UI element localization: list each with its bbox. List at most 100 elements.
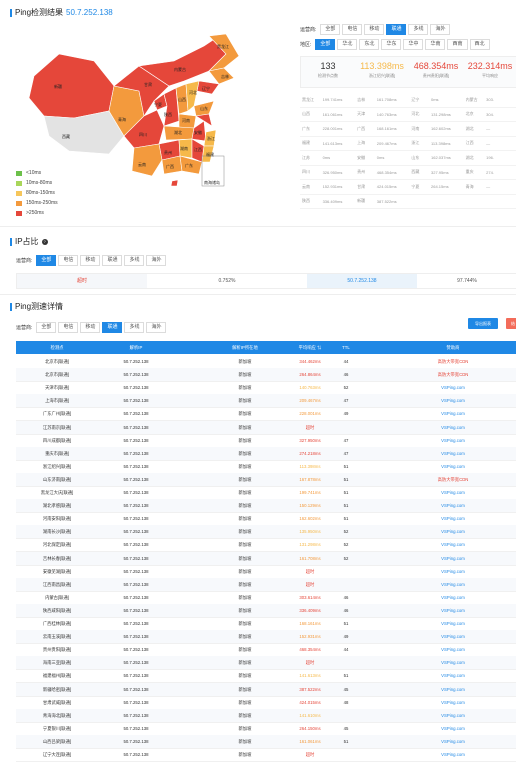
map-region-chip-7[interactable]: 西北	[469, 39, 490, 50]
map-region-chip-0[interactable]: 全部	[315, 39, 336, 50]
ip-operator-chip-2[interactable]: 移动	[80, 255, 101, 266]
cell-sponsor[interactable]: VSPing.com	[441, 699, 465, 705]
cell-sponsor[interactable]: VSPing.com	[441, 437, 465, 443]
cell-sponsor[interactable]: VSPing.com	[441, 621, 465, 626]
table-row[interactable]: 四川成都[联通] 50.7.252.138 新加坡 327.950ms 47 VSPing…	[16, 434, 516, 448]
map-operator-chip-4[interactable]: 多线	[408, 24, 429, 35]
table-row[interactable]: 内蒙古[联通] 50.7.252.138 新加坡 303.614ms 46 VSPing.…	[16, 591, 516, 605]
column-header-2: 解析IP所在地	[232, 345, 258, 350]
table-row[interactable]: 云南玉溪[联通] 50.7.252.138 新加坡 152.931ms 49 VSPing…	[16, 630, 516, 645]
map-operator-chip-0[interactable]: 全部	[320, 24, 341, 35]
cell-sponsor[interactable]: 高防大带宽CDN	[437, 359, 469, 364]
table-row[interactable]: 北京市[联通] 50.7.252.138 新加坡 344.462ms 44 高防大带宽CD…	[16, 355, 516, 370]
table-row[interactable]: 广西桂林[联通] 50.7.252.138 新加坡 168.161ms 51 VSPing…	[16, 617, 516, 632]
detail-operator-chip-5[interactable]: 海外	[146, 322, 167, 333]
legend-swatch	[16, 200, 22, 206]
table-row[interactable]: 河北保定[联通] 50.7.252.138 新加坡 131.298ms 52 VSPing…	[16, 538, 516, 553]
detail-operator-chip-4[interactable]: 多线	[124, 322, 145, 333]
table-row[interactable]: 北京市[联通] 50.7.252.138 新加坡 264.864ms 46 高防大带宽CD…	[16, 368, 516, 383]
table-row[interactable]: 湖北孝感[联通] 50.7.252.138 新加坡 150.129ms 51 VSPing…	[16, 499, 516, 514]
table-row[interactable]: 安徽芜湖[联通] 50.7.252.138 新加坡 超时 VSPing.com	[16, 565, 516, 579]
ip-operator-chip-1[interactable]: 电信	[58, 255, 79, 266]
table-row[interactable]: 辽宁大连[联通] 50.7.252.138 新加坡 超时 VSPing.com	[16, 748, 516, 762]
map-operator-chip-5[interactable]: 海外	[430, 24, 451, 35]
cell-sponsor[interactable]: VSPing.com	[441, 542, 465, 548]
map-operator-chip-1[interactable]: 电信	[342, 24, 363, 35]
cell-sponsor[interactable]: VSPing.com	[441, 411, 465, 417]
ip-operator-chip-4[interactable]: 多线	[124, 255, 145, 266]
table-row[interactable]: 浙江绍兴[联通] 50.7.252.138 新加坡 113.398ms 51 VSPing…	[16, 460, 516, 474]
cell-sponsor[interactable]: VSPing.com	[441, 607, 465, 613]
cell-sponsor[interactable]: 高防大带宽CDN	[437, 372, 469, 378]
cell-sponsor[interactable]: VSPing.com	[441, 450, 465, 456]
cell-sponsor[interactable]: VSPing.com	[441, 424, 465, 430]
cell-ttl: 49	[343, 634, 349, 640]
cell-location: 江西南昌[联通]	[42, 581, 72, 587]
cell-sponsor[interactable]: VSPing.com	[441, 686, 465, 692]
table-row[interactable]: 江苏南京[联通] 50.7.252.138 新加坡 超时 VSPing.com	[16, 420, 516, 435]
table-row[interactable]: 贵州贵阳[联通] 50.7.252.138 新加坡 468.354ms 44 VSPing…	[16, 643, 516, 658]
cell-sponsor[interactable]: VSPing.com	[441, 660, 465, 666]
column-header-3[interactable]: 平均响应 ⇅	[298, 345, 322, 350]
cell-sponsor[interactable]: VSPing.com	[441, 581, 465, 587]
cell-sponsor[interactable]: VSPing.com	[441, 398, 465, 404]
export-report-button[interactable]: 导出报表	[468, 318, 498, 329]
secondary-action-button[interactable]: 结	[506, 318, 516, 329]
cell-sponsor[interactable]: VSPing.com	[441, 738, 465, 744]
detail-operator-chip-1[interactable]: 电信	[58, 322, 79, 333]
cell-sponsor[interactable]: VSPing.com	[441, 463, 465, 469]
cell-sponsor[interactable]: VSPing.com	[441, 568, 465, 574]
map-region-chip-1[interactable]: 华北	[337, 39, 358, 50]
table-row[interactable]: 海南三亚[联通] 50.7.252.138 新加坡 超时 VSPing.com	[16, 656, 516, 671]
map-region-chip-5[interactable]: 华南	[425, 39, 446, 50]
table-row[interactable]: 新疆哈密[联通] 50.7.252.138 新加坡 387.522ms 45 VSPing…	[16, 682, 516, 697]
ip-operator-chip-5[interactable]: 海外	[146, 255, 167, 266]
map-region-chip-3[interactable]: 华东	[381, 39, 402, 50]
region-latency: 274.	[484, 165, 516, 180]
detail-operator-chip-0[interactable]: 全部	[36, 322, 57, 333]
table-row[interactable]: 江西南昌[联通] 50.7.252.138 新加坡 超时 VSPing.com	[16, 577, 516, 592]
cell-sponsor[interactable]: VSPing.com	[441, 385, 465, 391]
table-row[interactable]: 吉林长春[联通] 50.7.252.138 新加坡 161.708ms 52 VSPing…	[16, 551, 516, 566]
region-latency: —	[484, 179, 516, 195]
cell-sponsor[interactable]: VSPing.com	[441, 490, 465, 495]
table-row[interactable]: 上海市[联通] 50.7.252.138 新加坡 209.467ms 47 VSPing.…	[16, 394, 516, 409]
table-row[interactable]: 甘肃武威[联通] 50.7.252.138 新加坡 424.015ms 48 VSPing…	[16, 696, 516, 710]
table-row[interactable]: 天津市[联通] 50.7.252.138 新加坡 140.763ms 52 VSPing.…	[16, 381, 516, 396]
cell-sponsor[interactable]: VSPing.com	[441, 725, 465, 731]
cell-sponsor[interactable]: VSPing.com	[441, 634, 465, 640]
table-row[interactable]: 广东广州[联通] 50.7.252.138 新加坡 228.001ms 49 VSPing…	[16, 407, 516, 422]
cell-sponsor[interactable]: VSPing.com	[441, 712, 465, 718]
cell-sponsor[interactable]: VSPing.com	[441, 529, 465, 535]
detail-operator-chip-3[interactable]: 联通	[102, 322, 123, 333]
map-operator-chip-3[interactable]: 联通	[386, 24, 407, 35]
table-row[interactable]: 山西吕梁[联通] 50.7.252.138 新加坡 161.061ms 51 VSPing…	[16, 734, 516, 749]
cell-sponsor[interactable]: VSPing.com	[441, 516, 465, 522]
map-operator-chip-2[interactable]: 移动	[364, 24, 385, 35]
table-row[interactable]: 青海海北[联通] 50.7.252.138 新加坡 141.610ms VSPing.c…	[16, 708, 516, 723]
detail-operator-chip-2[interactable]: 移动	[80, 322, 101, 333]
region-name: 宁夏	[409, 179, 429, 195]
map-region-chip-4[interactable]: 华中	[403, 39, 424, 50]
ip-operator-chip-0[interactable]: 全部	[36, 255, 57, 266]
table-row[interactable]: 陕西咸阳[联通] 50.7.252.138 新加坡 336.409ms 46 VSPing…	[16, 603, 516, 618]
region-latency: —	[484, 121, 516, 137]
table-row[interactable]: 宁夏银川[联通] 50.7.252.138 新加坡 264.150ms 45 VSPing…	[16, 722, 516, 736]
cell-sponsor[interactable]: VSPing.com	[441, 594, 465, 600]
table-row[interactable]: 福建福州[联通] 50.7.252.138 新加坡 141.613ms 51 VSPing…	[16, 669, 516, 684]
cell-sponsor[interactable]: VSPing.com	[441, 503, 465, 509]
table-row[interactable]: 重庆市[联通] 50.7.252.138 新加坡 274.218ms 47 VSPing.…	[16, 446, 516, 461]
table-row[interactable]: 河南安阳[联通] 50.7.252.138 新加坡 162.602ms 51 VSPing…	[16, 512, 516, 527]
table-row[interactable]: 黑龙江大庆[联通] 50.7.252.138 新加坡 199.741ms 51 VSPin…	[16, 486, 516, 501]
help-icon[interactable]: ?	[41, 238, 48, 245]
cell-sponsor[interactable]: 高防大带宽CDN	[437, 476, 469, 482]
map-region-chip-2[interactable]: 东北	[359, 39, 380, 50]
cell-sponsor[interactable]: VSPing.com	[441, 673, 465, 679]
table-row[interactable]: 湖南长沙[联通] 50.7.252.138 新加坡 135.950ms 52 VSPing…	[16, 525, 516, 540]
cell-sponsor[interactable]: VSPing.com	[441, 555, 465, 561]
ip-operator-chip-3[interactable]: 联通	[102, 255, 123, 266]
cell-sponsor[interactable]: VSPing.com	[441, 647, 465, 653]
map-region-chip-6[interactable]: 西南	[447, 39, 468, 50]
table-row[interactable]: 山东济南[联通] 50.7.252.138 新加坡 167.878ms 51 高防大带宽C…	[16, 472, 516, 487]
